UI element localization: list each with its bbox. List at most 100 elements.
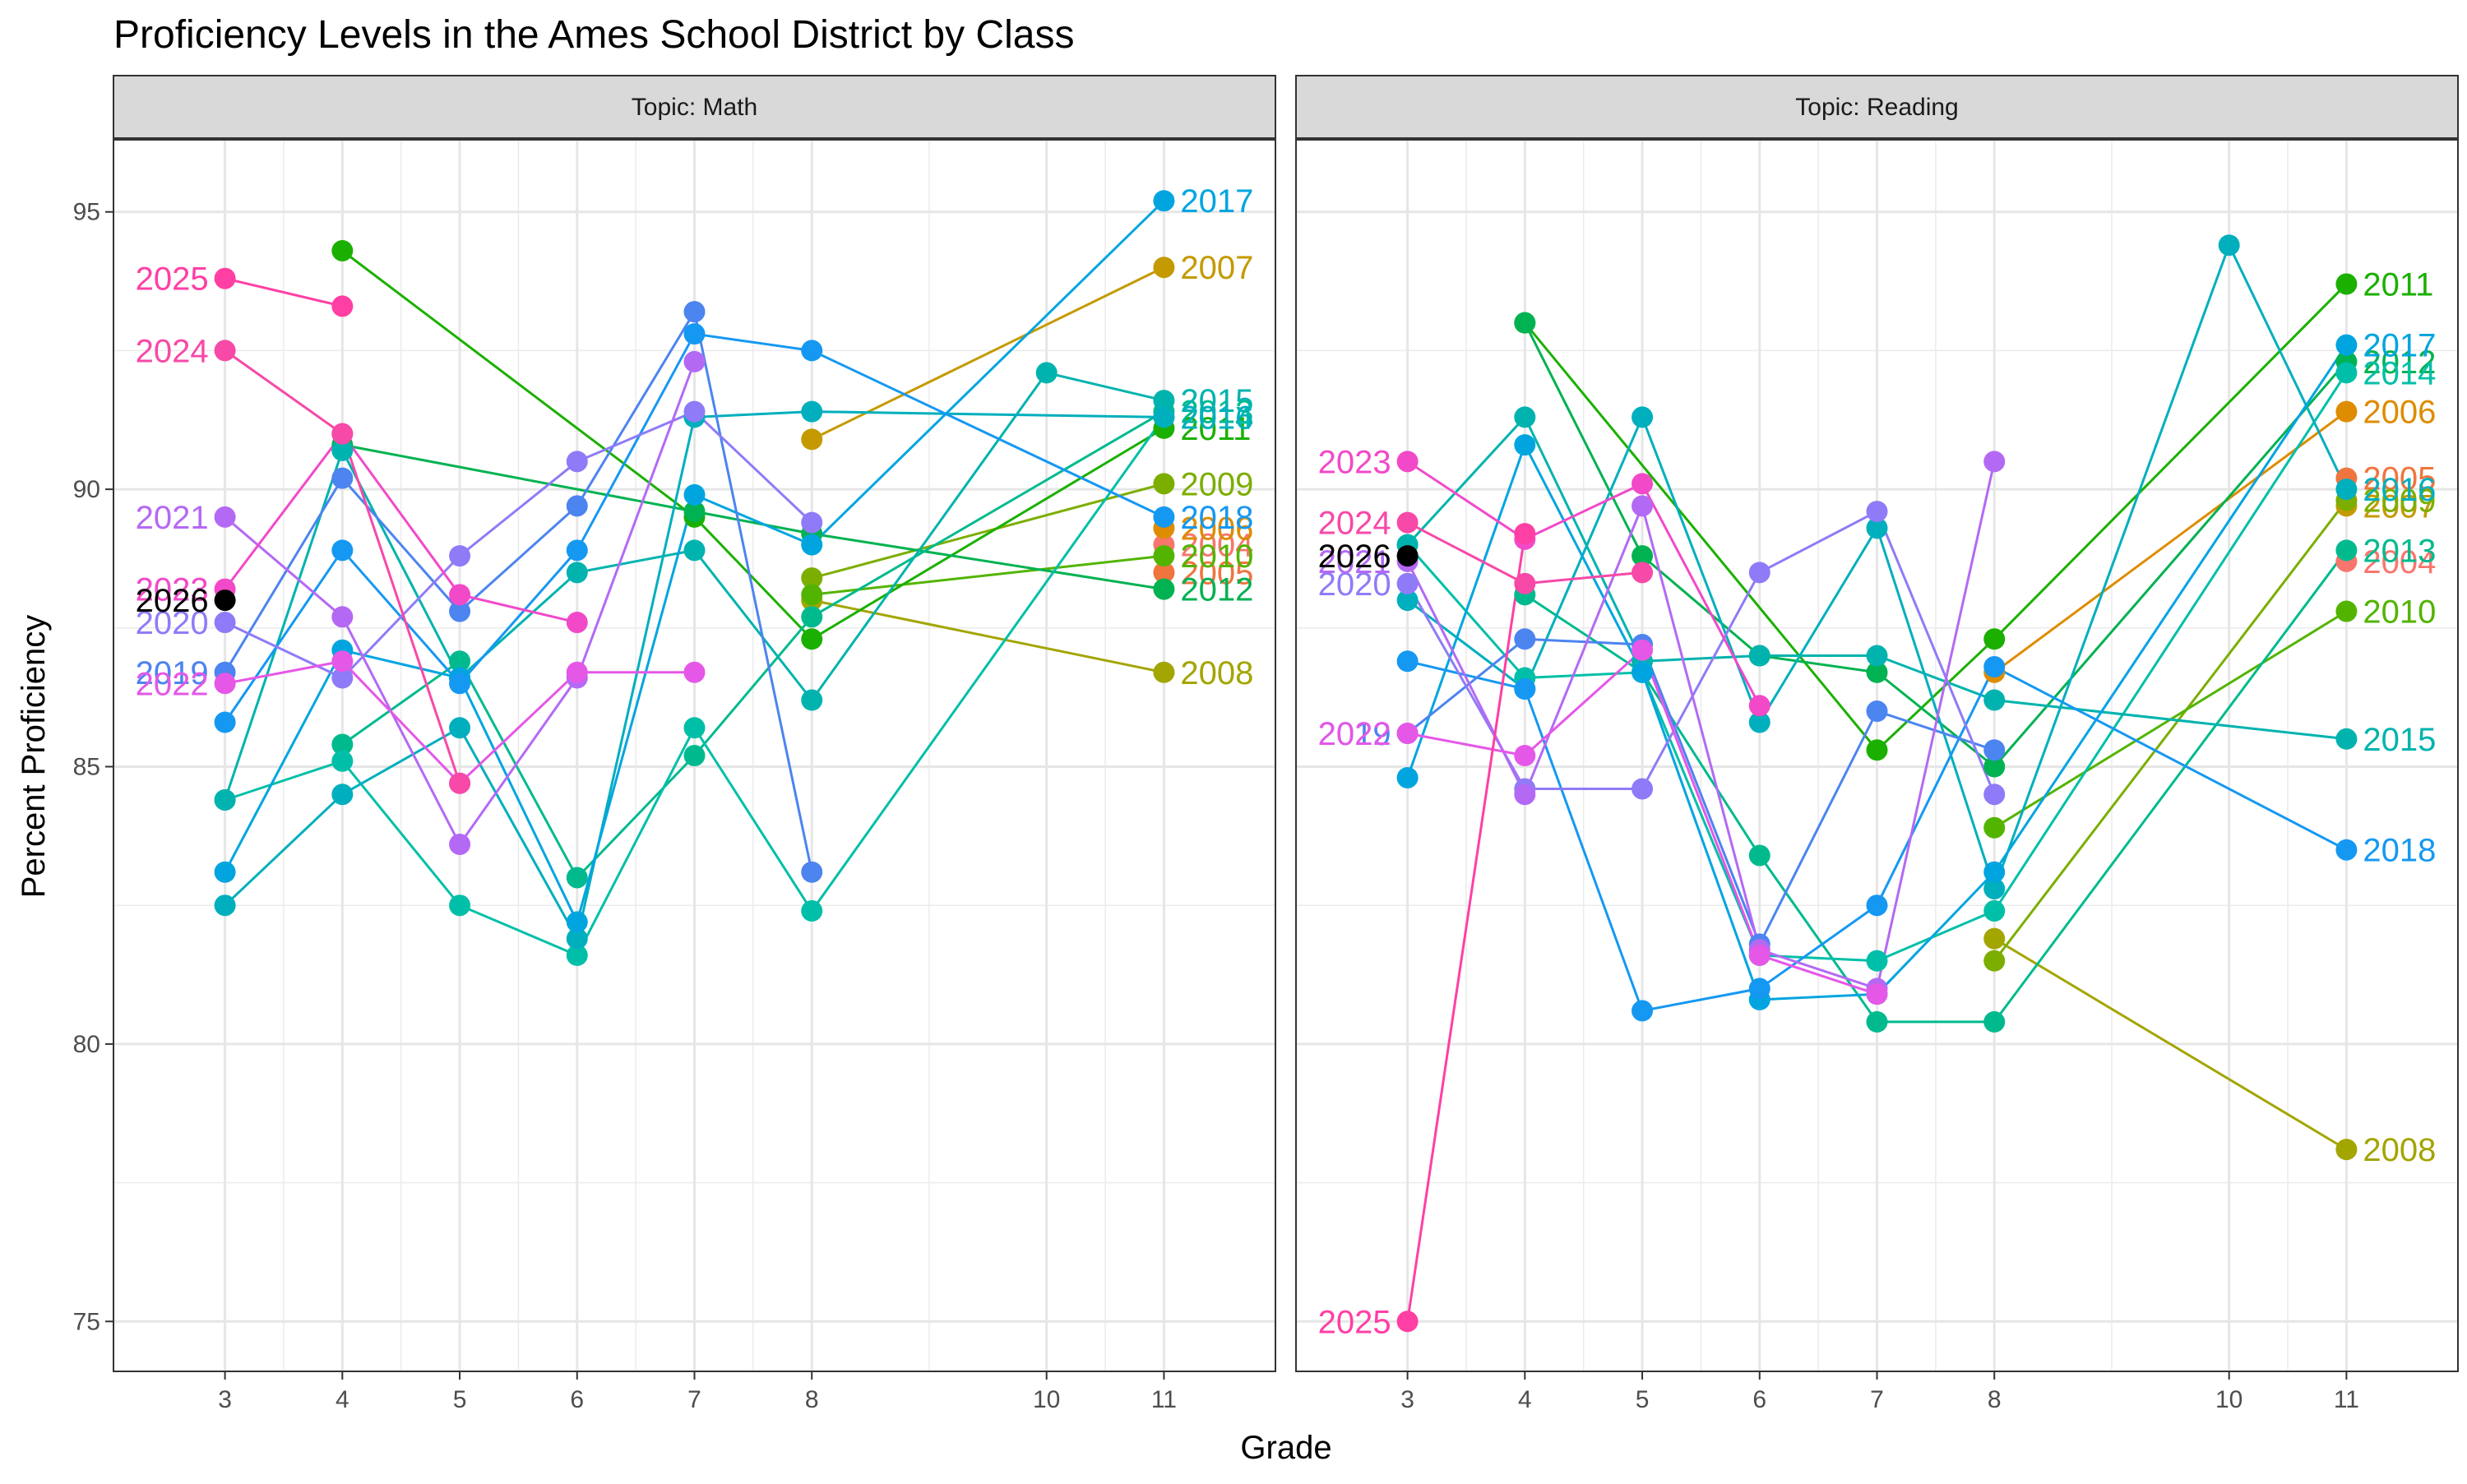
series-line-2011 (341, 249, 1165, 641)
data-point-2020 (1396, 572, 1419, 594)
data-point-2019 (1983, 739, 2006, 761)
data-point-2017 (214, 861, 236, 883)
data-point-2022 (1632, 639, 1654, 661)
data-point-2021 (1514, 784, 1536, 806)
data-point-2020 (801, 511, 823, 534)
series-line-2012 (342, 443, 1164, 591)
series-end-label-2006: 2006 (2363, 395, 2436, 431)
data-point-2018 (1866, 895, 1888, 917)
series-line-2023 (1406, 460, 1761, 707)
data-point-2022 (1396, 723, 1419, 745)
y-axis-title: Percent Proficiency (16, 615, 52, 899)
data-point-2017 (566, 911, 588, 933)
chart-title: Proficiency Levels in the Ames School Di… (113, 13, 1074, 57)
x-axis-title: Grade (1240, 1430, 1331, 1466)
data-point-2021 (683, 350, 706, 372)
data-point-2021 (449, 833, 471, 855)
y-tick-label: 90 (73, 476, 100, 503)
data-point-2010 (801, 584, 823, 606)
x-tick-label: 8 (805, 1386, 819, 1413)
data-point-2015 (2335, 728, 2358, 750)
data-point-2020 (1632, 778, 1654, 800)
facet-panel-2: Topic: Reading 3 4 5 6 7 8 10 11 2004 2005 2006 2007… (1295, 75, 2459, 1413)
data-point-2024 (1632, 562, 1654, 584)
data-point-2024 (214, 340, 236, 362)
series-end-label-2015: 2015 (1180, 383, 1253, 419)
series-end-label-2008: 2008 (1180, 655, 1253, 691)
data-point-2016 (1153, 406, 1175, 428)
data-point-2016 (566, 927, 588, 950)
data-point-2015 (683, 539, 706, 562)
data-point-2025 (1514, 523, 1536, 545)
data-point-2020 (566, 451, 588, 473)
data-point-2018 (1396, 650, 1419, 673)
series-end-label-2010: 2010 (2363, 594, 2436, 631)
series-end-label-2009: 2009 (1180, 466, 1253, 502)
data-point-2012 (1632, 545, 1654, 567)
panel-border (1295, 139, 2459, 1372)
data-point-2017 (1514, 434, 1536, 456)
data-point-2008 (1983, 927, 2006, 950)
x-tick-label: 3 (1400, 1386, 1414, 1413)
data-point-2017 (2335, 334, 2358, 356)
x-tick-label: 5 (453, 1386, 467, 1413)
data-point-2022 (1514, 745, 1536, 766)
data-point-2024 (331, 423, 354, 445)
data-point-2015 (1866, 645, 1888, 667)
series-end-label-2006: 2006 (1180, 511, 1253, 547)
data-point-2021 (1983, 451, 2006, 473)
data-point-2019 (1866, 700, 1888, 723)
data-point-2025 (331, 295, 354, 317)
series-end-label-2021: 2021 (1318, 544, 1391, 580)
data-point-2012 (1866, 661, 1888, 683)
data-point-2015 (1035, 362, 1058, 384)
data-point-2016 (1866, 517, 1888, 539)
series-end-label-2025: 2025 (136, 261, 209, 298)
series-end-label-2013: 2013 (2363, 533, 2436, 569)
x-tick-label: 4 (336, 1386, 349, 1413)
data-point-2022 (214, 673, 236, 695)
data-point-2019 (801, 861, 823, 883)
data-point-2020 (449, 545, 471, 567)
data-point-2010 (1153, 545, 1175, 567)
data-point-2018 (1632, 1000, 1654, 1022)
data-point-2012 (683, 501, 706, 523)
data-point-2008 (1153, 661, 1175, 683)
series-end-label-2004: 2004 (1180, 528, 1253, 564)
data-point-2018 (449, 673, 471, 695)
series-end-label-2012: 2012 (1180, 572, 1253, 608)
data-point-2016 (1632, 406, 1654, 428)
data-point-2011 (801, 628, 823, 650)
facet-strip (1295, 75, 2459, 139)
series-end-label-2005: 2005 (1180, 555, 1253, 591)
data-point-2019 (683, 301, 706, 323)
series-line-2023 (224, 432, 578, 624)
data-point-2012 (1153, 578, 1175, 600)
data-point-2018 (331, 539, 354, 562)
data-point-2012 (1514, 312, 1536, 334)
series-end-label-2024: 2024 (1318, 506, 1391, 542)
y-tick-label: 85 (73, 753, 100, 780)
data-point-2014 (1866, 950, 1888, 972)
data-point-2006 (2335, 400, 2358, 423)
y-tick-label: 80 (73, 1031, 100, 1058)
data-point-2013 (2335, 539, 2358, 562)
data-point-2017 (1632, 661, 1654, 683)
data-point-2016 (801, 400, 823, 423)
series-end-label-2014: 2014 (2363, 355, 2436, 391)
series-line-2021 (1406, 461, 1996, 991)
series-end-label-2026: 2026 (1318, 539, 1391, 575)
x-tick-label: 3 (218, 1386, 232, 1413)
data-point-2005 (1153, 562, 1175, 584)
data-point-2022 (566, 661, 588, 683)
y-tick-label: 75 (73, 1308, 100, 1335)
x-tick-label: 5 (1636, 1386, 1650, 1413)
series-line-2012 (1523, 322, 2348, 769)
data-point-2015 (801, 689, 823, 711)
series-end-label-2016: 2016 (1180, 400, 1253, 436)
data-point-2013 (1983, 1010, 2006, 1033)
data-point-2015 (1514, 406, 1536, 428)
data-point-2020 (1866, 501, 1888, 523)
